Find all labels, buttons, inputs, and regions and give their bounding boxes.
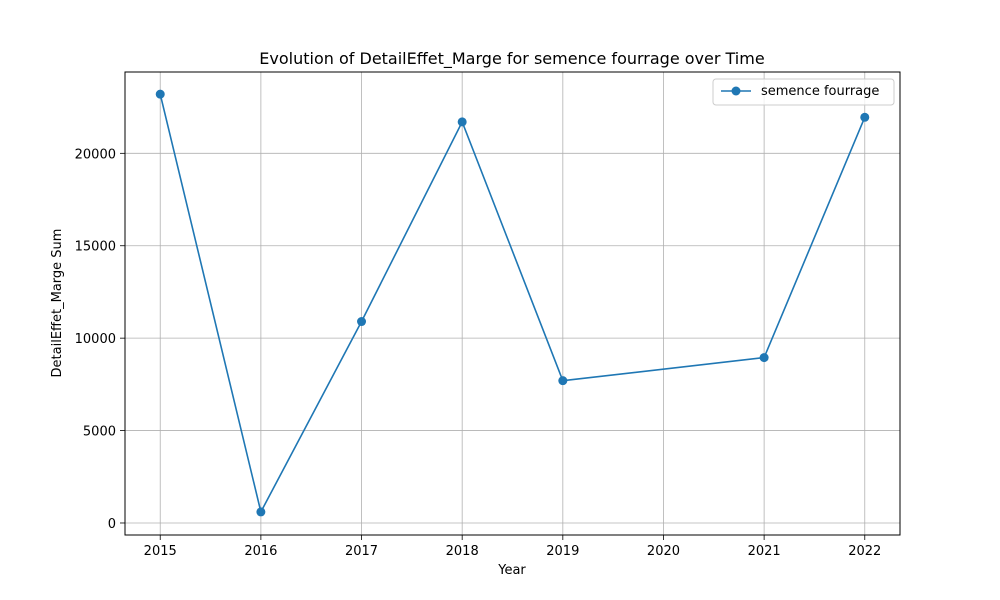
- data-point: [558, 376, 568, 386]
- grid: [125, 72, 900, 535]
- legend-marker-swatch: [731, 86, 741, 96]
- x-tick-label: 2022: [848, 544, 881, 559]
- plot-area-frame: [124, 71, 901, 536]
- x-tick-label: 2017: [345, 544, 378, 559]
- x-axis-label: Year: [497, 563, 526, 578]
- y-axis: 0 5000 10000 15000 20000: [75, 147, 125, 532]
- x-tick-label: 2019: [546, 544, 579, 559]
- y-tick-label: 10000: [75, 332, 116, 347]
- data-point: [860, 112, 870, 122]
- legend: semence fourrage: [712, 78, 895, 106]
- x-tick-label: 2021: [748, 544, 781, 559]
- legend-box: [712, 78, 895, 106]
- y-tick-label: 15000: [75, 240, 116, 255]
- y-axis-label: DetailEffet_Marge Sum: [50, 229, 65, 378]
- x-tick-label: 2015: [144, 544, 177, 559]
- y-tick-label: 20000: [75, 147, 116, 162]
- legend-entry-label: semence fourrage: [761, 84, 879, 99]
- x-tick-label: 2020: [647, 544, 680, 559]
- x-axis: 2015 2016 2017 2018 2019 2020 2021 2022: [144, 535, 881, 559]
- data-point: [155, 89, 165, 99]
- chart-title: Evolution of DetailEffet_Marge for semen…: [259, 49, 764, 69]
- data-point: [357, 317, 367, 327]
- x-tick-label: 2016: [244, 544, 277, 559]
- y-tick-label: 0: [108, 517, 116, 532]
- y-tick-label: 5000: [83, 425, 116, 440]
- x-tick-label: 2018: [446, 544, 479, 559]
- data-point: [759, 353, 769, 363]
- series-layer: [155, 89, 870, 517]
- data-point: [457, 117, 467, 127]
- data-point: [256, 507, 266, 517]
